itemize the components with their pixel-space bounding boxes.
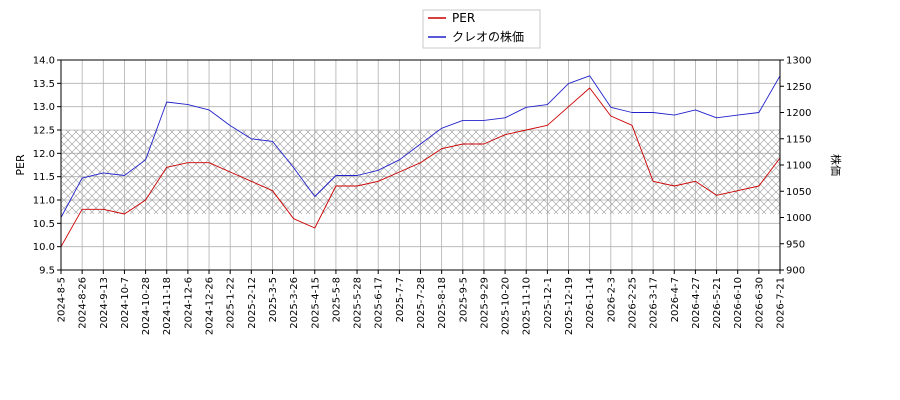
x-tick-label: 2026-2-3: [606, 277, 617, 322]
left-tick-label: 12.5: [33, 126, 55, 137]
right-tick-label: 1200: [786, 108, 811, 119]
left-tick-label: 12.0: [33, 149, 55, 160]
y-axis-label-left: PER: [14, 154, 27, 176]
left-axis: 9.5 10.0 10.5 11.0 11.5 12.0 12.5 13.0 13.5 14.0: [33, 56, 61, 277]
x-tick-label: 2025-9-5: [458, 277, 469, 322]
left-tick-label: 10.0: [33, 242, 55, 253]
left-tick-label: 14.0: [33, 56, 55, 67]
left-tick-label: 13.0: [33, 102, 55, 113]
x-tick-label: 2025-4-15: [310, 277, 321, 329]
x-tick-label: 2026-1-14: [585, 277, 596, 329]
x-tick-label: 2025-8-18: [437, 277, 448, 329]
right-tick-label: 1250: [786, 82, 811, 93]
pattern-band: [61, 130, 780, 214]
x-tick-label: 2026-3-17: [649, 277, 660, 329]
x-tick-label: 2025-9-29: [479, 277, 490, 329]
right-tick-label: 1050: [786, 187, 811, 198]
x-tick-label: 2024-10-7: [120, 277, 131, 329]
x-tick-label: 2025-12-1: [543, 277, 554, 329]
x-tick-label: 2026-4-7: [670, 277, 681, 322]
x-axis: 2024-8-5 2024-8-26 2024-9-13 2024-10-7 2024-…: [57, 270, 787, 335]
legend-label-per: PER: [452, 11, 475, 25]
x-tick-label: 2025-11-10: [522, 277, 533, 335]
x-tick-label: 2025-5-8: [331, 277, 342, 322]
x-tick-label: 2026-4-27: [691, 277, 702, 329]
x-tick-label: 2026-6-10: [733, 277, 744, 329]
right-tick-label: 1150: [786, 134, 811, 145]
x-tick-label: 2025-7-28: [416, 277, 427, 329]
left-tick-label: 11.5: [33, 172, 55, 183]
right-tick-label: 950: [786, 239, 805, 250]
x-tick-label: 2024-8-5: [57, 277, 68, 322]
x-tick-label: 2024-9-13: [99, 277, 110, 329]
left-tick-label: 13.5: [33, 79, 55, 90]
x-tick-label: 2024-10-28: [141, 277, 152, 335]
series-lines: [61, 75, 780, 247]
x-tick-label: 2025-3-26: [289, 277, 300, 329]
legend: PER クレオの株価: [422, 9, 541, 49]
x-tick-label: 2024-8-26: [78, 277, 89, 329]
x-tick-label: 2025-2-12: [247, 277, 258, 329]
x-tick-label: 2024-12-26: [205, 277, 216, 335]
x-tick-label: 2025-5-28: [353, 277, 364, 329]
x-tick-label: 2025-7-7: [395, 277, 406, 322]
x-tick-label: 2025-10-20: [501, 277, 512, 335]
x-tick-label: 2026-7-21: [776, 277, 787, 329]
right-tick-label: 1100: [786, 161, 811, 172]
x-tick-label: 2024-11-18: [162, 277, 173, 335]
x-tick-label: 2024-12-6: [183, 277, 194, 329]
x-tick-label: 2025-3-5: [268, 277, 279, 322]
legend-box: [422, 9, 541, 49]
legend-label-price: クレオの株価: [452, 29, 524, 44]
left-tick-label: 9.5: [39, 266, 55, 277]
left-tick-label: 10.5: [33, 219, 55, 230]
series-line-per: [61, 87, 780, 247]
x-tick-label: 2026-2-25: [627, 277, 638, 329]
right-tick-label: 1300: [786, 56, 811, 67]
x-tick-label: 2025-6-17: [374, 277, 385, 329]
x-tick-label: 2026-5-21: [712, 277, 723, 329]
x-tick-label: 2026-6-30: [754, 277, 765, 329]
right-axis: 900 950 1000 1050 1100 1150 1200 1250 1300: [780, 56, 811, 277]
series-line-price: [61, 75, 780, 218]
x-tick-label: 2025-12-19: [564, 277, 575, 335]
y-axis-label-right: 株価: [829, 154, 843, 176]
x-tick-label: 2025-1-22: [226, 277, 237, 329]
right-tick-label: 900: [786, 266, 805, 277]
right-tick-label: 1000: [786, 213, 811, 224]
left-tick-label: 11.0: [33, 196, 55, 207]
